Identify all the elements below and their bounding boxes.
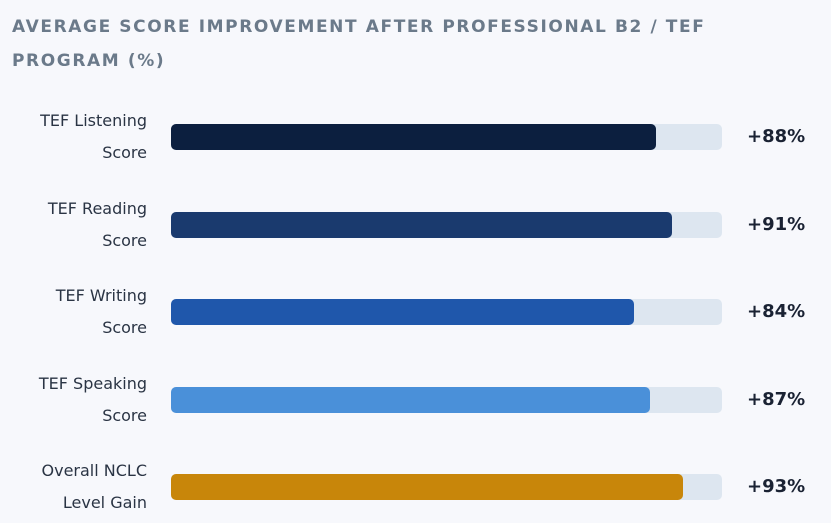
value-label: +87% <box>747 388 806 410</box>
chart-title: AVERAGE SCORE IMPROVEMENT AFTER PROFESSI… <box>12 17 706 71</box>
value-label: +93% <box>747 476 806 497</box>
bar <box>171 299 634 325</box>
category-label: Overall NCLC Level Gain <box>41 461 148 512</box>
value-label: +88% <box>747 126 806 147</box>
bar-track <box>171 474 722 500</box>
bar-track <box>171 124 722 150</box>
category-label: TEF Listening Score <box>40 111 147 162</box>
value-label: +84% <box>747 301 806 322</box>
category-label: TEF Speaking Score <box>38 373 147 425</box>
bar <box>171 124 656 150</box>
bar-track <box>171 299 722 325</box>
bar <box>171 474 684 500</box>
value-label: +91% <box>747 213 806 235</box>
bar-track <box>171 386 722 413</box>
bar <box>171 386 651 413</box>
bar <box>171 211 673 238</box>
bar-track <box>171 211 722 238</box>
category-label: TEF Writing Score <box>55 286 147 337</box>
category-label: TEF Reading Score <box>47 198 147 250</box>
